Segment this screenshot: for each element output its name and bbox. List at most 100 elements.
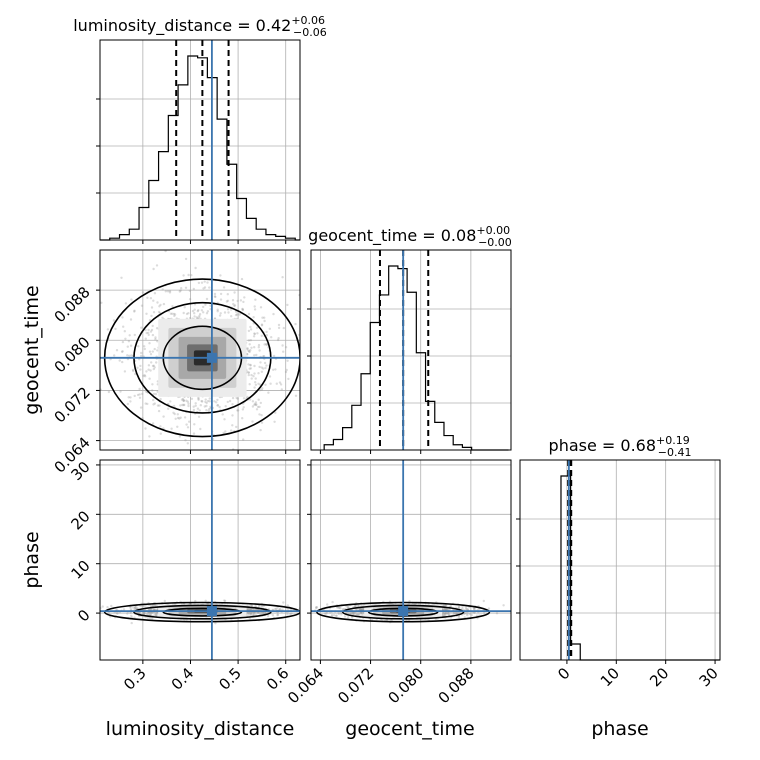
scatter-point — [219, 298, 223, 301]
scatter-point — [241, 417, 244, 420]
scatter-point — [256, 405, 260, 409]
scatter-point — [148, 608, 151, 611]
scatter-point — [184, 257, 188, 261]
scatter-point — [193, 423, 196, 426]
scatter-point — [216, 404, 219, 407]
scatter-point — [454, 611, 458, 615]
scatter-point — [246, 353, 249, 356]
scatter-point — [336, 606, 339, 609]
panel-frame — [519, 459, 721, 661]
scatter-point — [249, 364, 252, 367]
scatter-point — [188, 420, 191, 423]
scatter-point — [192, 405, 195, 408]
scatter-point — [230, 315, 233, 318]
scatter-point — [182, 311, 185, 315]
scatter-panel-geocent_time-phase: 0.064 0.072 0.080 0.088 — [284, 459, 512, 707]
scatter-point — [182, 274, 185, 277]
scatter-point — [290, 612, 293, 615]
scatter-point — [129, 400, 132, 403]
scatter-point — [340, 613, 343, 616]
scatter-point — [253, 354, 256, 357]
scatter-point — [356, 604, 360, 608]
scatter-point — [222, 286, 226, 289]
scatter-point — [359, 612, 362, 615]
scatter-point — [138, 393, 141, 396]
scatter-point — [182, 403, 185, 407]
scatter-point — [349, 612, 353, 615]
scatter-point — [156, 340, 159, 343]
scatter-point — [277, 337, 280, 340]
scatter-point — [442, 612, 445, 615]
scatter-point — [159, 425, 162, 428]
scatter-point — [247, 329, 251, 333]
scatter-point — [162, 415, 165, 418]
scatter-point — [156, 349, 159, 352]
scatter-point — [223, 311, 227, 314]
scatter-point — [268, 327, 271, 330]
scatter-point — [151, 383, 154, 386]
scatter-point — [226, 299, 230, 302]
scatter-point — [155, 361, 158, 364]
scatter-point — [147, 328, 150, 332]
scatter-point — [148, 350, 152, 353]
truth-marker — [398, 606, 409, 617]
scatter-point — [204, 400, 207, 404]
scatter-point — [235, 396, 238, 400]
scatter-point — [257, 372, 260, 375]
scatter-point — [241, 408, 245, 411]
scatter-point — [251, 400, 255, 403]
scatter-point — [185, 399, 188, 402]
scatter-point — [181, 230, 183, 232]
scatter-point — [260, 414, 263, 417]
scatter-point — [253, 332, 256, 336]
scatter-point — [131, 368, 135, 372]
scatter-point — [187, 404, 190, 408]
scatter-point — [128, 334, 131, 337]
scatter-point — [314, 382, 316, 384]
scatter-point — [130, 621, 133, 625]
scatter-point — [457, 605, 460, 609]
scatter-point — [286, 604, 289, 607]
scatter-point — [235, 425, 238, 429]
x-axis-label: geocent_time — [345, 718, 474, 740]
scatter-point — [158, 404, 161, 407]
scatter-point — [257, 611, 260, 615]
scatter-point — [224, 430, 227, 433]
scatter-point — [215, 401, 218, 404]
x-tick-label: 30 — [696, 664, 722, 690]
scatter-point — [151, 333, 155, 337]
scatter-point — [331, 600, 334, 604]
scatter-point — [224, 405, 227, 408]
scatter-point — [276, 606, 279, 609]
scatter-point — [138, 396, 142, 399]
panel-title-geocent_time: geocent_time = 0.08+0.00 −0.00 — [308, 224, 512, 249]
scatter-point — [187, 402, 190, 405]
scatter-point — [143, 612, 146, 615]
x-tick-label: 10 — [597, 664, 623, 690]
scatter-point — [443, 604, 446, 607]
scatter-point — [155, 611, 158, 615]
scatter-point — [168, 291, 172, 294]
scatter-point — [170, 427, 173, 430]
scatter-point — [276, 338, 280, 342]
scatter-point — [286, 359, 289, 362]
scatter-point — [357, 613, 360, 617]
scatter-point — [455, 611, 458, 614]
scatter-point — [446, 612, 450, 615]
scatter-point — [179, 416, 182, 419]
scatter-point — [208, 400, 211, 403]
scatter-point — [249, 339, 252, 342]
scatter-point — [192, 408, 196, 412]
scatter-point — [194, 404, 197, 407]
scatter-point — [251, 611, 254, 614]
scatter-point — [198, 409, 201, 412]
scatter-point — [190, 397, 194, 400]
panel-frame — [310, 249, 512, 451]
scatter-point — [249, 325, 252, 329]
scatter-point — [173, 314, 176, 318]
scatter-point — [152, 311, 156, 314]
scatter-point — [466, 608, 469, 611]
scatter-point — [261, 316, 264, 319]
panel-frame — [99, 459, 301, 661]
